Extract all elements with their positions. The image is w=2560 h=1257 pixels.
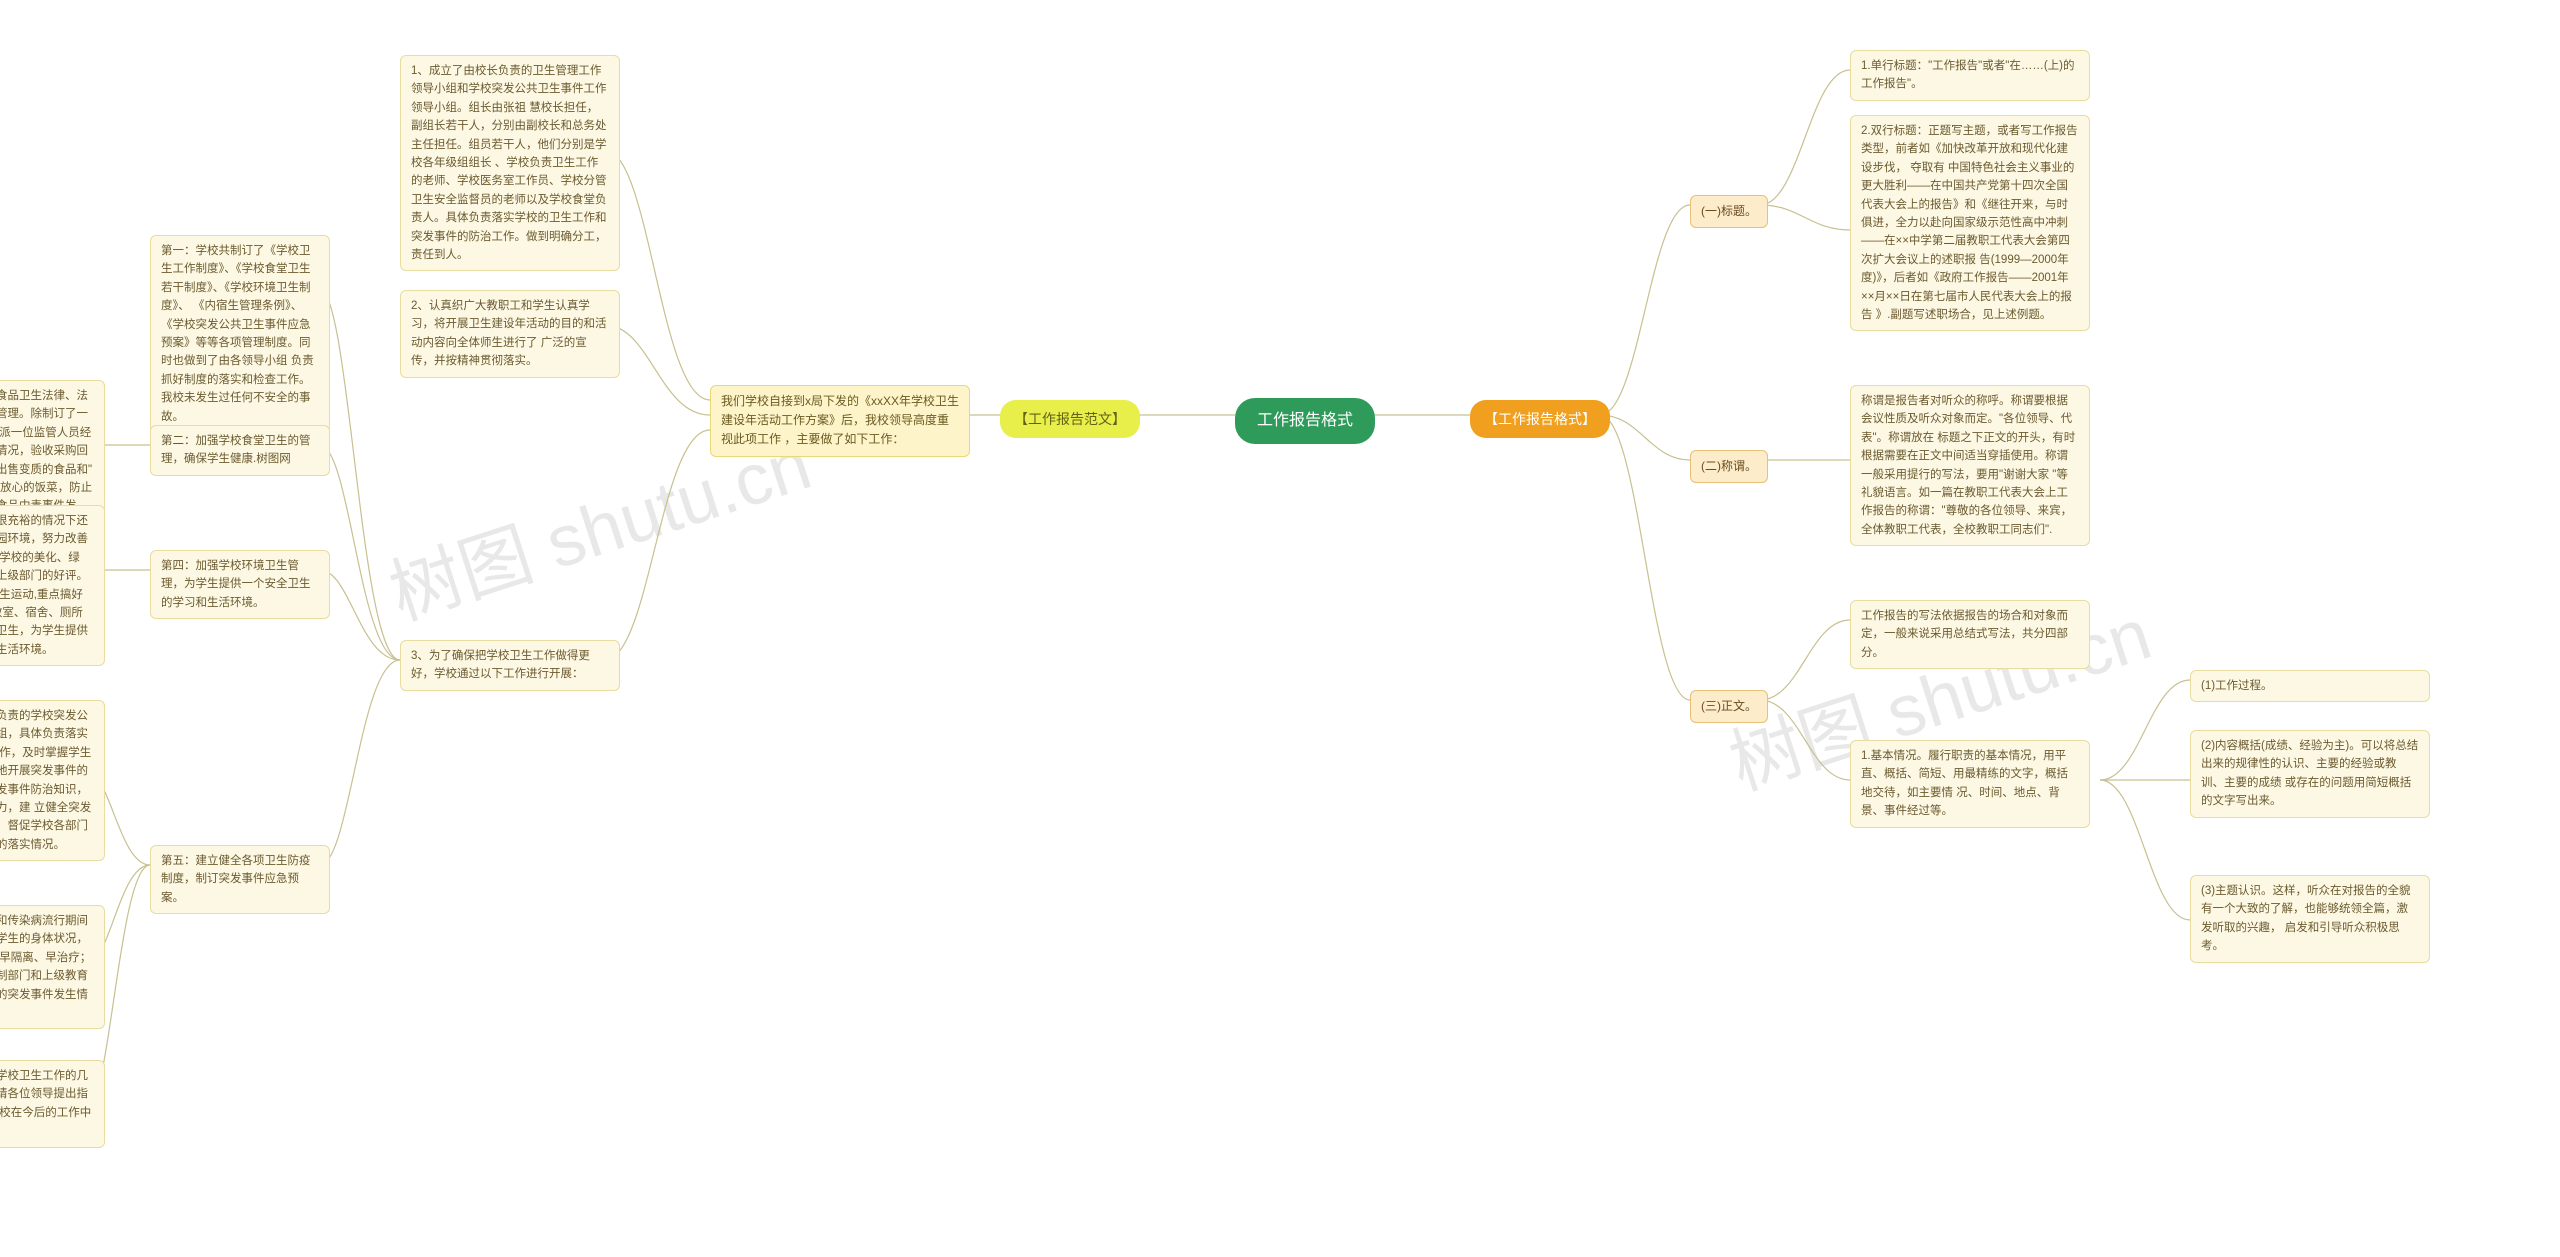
left-item-1: 1、成立了由校长负责的卫生管理工作领导小组和学校突发公共卫生事件工作领导小组。组… bbox=[400, 55, 620, 271]
right-r2-text: 称谓是报告者对听众的称呼。称谓要根据会议性质及听众对象而定。"各位领导、代表"。… bbox=[1850, 385, 2090, 546]
right-r1-b: 2.双行标题：正题写主题，或者写工作报告类型，前者如《加快改革开放和现代化建设步… bbox=[1850, 115, 2090, 331]
left-sub-5: 第五：建立健全各项卫生防疫制度，制订突发事件应急预案。 bbox=[150, 845, 330, 914]
right-r3-p1c: (3)主题认识。这样，听众在对报告的全貌有一个大致的了解，也能够统领全篇，激发听… bbox=[2190, 875, 2430, 963]
right-r3-p1: 1.基本情况。履行职责的基本情况，用平直、概括、简短、用最精练的文字，概括地交待… bbox=[1850, 740, 2090, 828]
right-r3: (三)正文。 bbox=[1690, 690, 1768, 723]
left-item-3: 3、为了确保把学校卫生工作做得更好，学校通过以下工作进行开展： bbox=[400, 640, 620, 691]
left-intro: 我们学校自接到x局下发的《xxXX年学校卫生建设年活动工作方案》后，我校领导高度… bbox=[710, 385, 970, 457]
root-node: 工作报告格式 bbox=[1235, 398, 1375, 444]
left-sub-5a: 我们学校成立了由校长负责的学校突发公共卫生事件工作领导小组，具体负责落实学校突发… bbox=[0, 700, 105, 861]
right-branch: 【工作报告格式】 bbox=[1470, 400, 1610, 438]
connector-layer bbox=[0, 0, 2560, 1257]
right-r1: (一)标题。 bbox=[1690, 195, 1768, 228]
right-r3-p1b: (2)内容概括(成绩、经验为主)。可以将总结出来的规律性的认识、主要的经验或教训… bbox=[2190, 730, 2430, 818]
left-branch: 【工作报告范文】 bbox=[1000, 400, 1140, 438]
right-r2: (二)称谓。 bbox=[1690, 450, 1768, 483]
right-r3-p1a: (1)工作过程。 bbox=[2190, 670, 2430, 702]
left-sub-4: 第四：加强学校环境卫生管理，为学生提供一个安全卫生的学习和生活环境。 bbox=[150, 550, 330, 619]
left-sub-5c: 以上是我们学校在抓好学校卫生工作的几点工作，不足之处，敬请各位领导提出指导意见，… bbox=[0, 1060, 105, 1148]
left-item-2: 2、认真织广大教职工和学生认真学习，将开展卫生建设年活动的目的和活动内容向全体师… bbox=[400, 290, 620, 378]
left-sub-4-detail: 我们学校在经费上不是很充裕的情况下还投入了大量资金整治校园环境，努力改善环境卫生… bbox=[0, 505, 105, 666]
right-r1-a: 1.单行标题："工作报告"或者"在……(上)的工作报告"。 bbox=[1850, 50, 2090, 101]
left-sub-2: 第二：加强学校食堂卫生的管理，确保学生健康.树图网 bbox=[150, 425, 330, 476]
left-sub-1: 第一：学校共制订了《学校卫生工作制度》、《学校食堂卫生若干制度》、《学校环境卫生… bbox=[150, 235, 330, 433]
right-r3-intro: 工作报告的写法依据报告的场合和对象而定，一般来说采用总结式写法，共分四部分。 bbox=[1850, 600, 2090, 669]
left-sub-5b: 建立学生缺课登记制度和传染病流行期间的晨检制度，及时掌握学生的身体状况，做到早发… bbox=[0, 905, 105, 1029]
